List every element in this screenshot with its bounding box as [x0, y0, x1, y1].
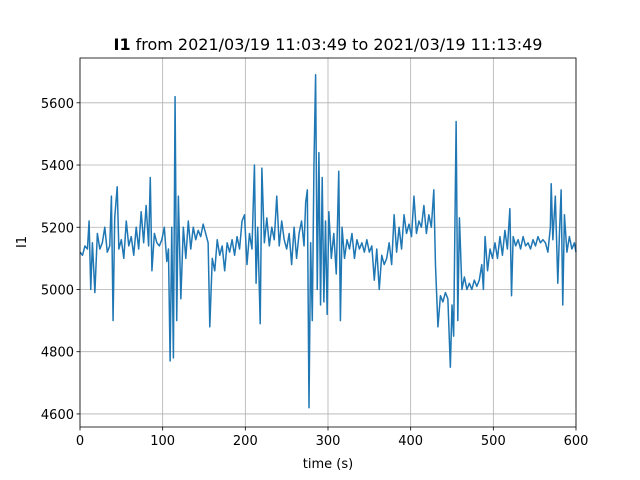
ticks: 0 100 200 300 400 500 600 4600 4800 5000 5200 5400 5…	[41, 97, 589, 449]
x-axis-label: time (s)	[303, 457, 353, 472]
title-range: from 2021/03/19 11:03:49 to 2021/03/19 1…	[136, 35, 543, 54]
x-tick-label: 200	[233, 434, 258, 449]
x-tick-label: 300	[316, 434, 341, 449]
title-signal: I1	[114, 35, 131, 54]
y-tick-label: 4600	[41, 408, 74, 423]
y-tick-label: 4800	[41, 346, 74, 361]
y-axis-label: I1	[15, 236, 30, 248]
x-tick-label: 0	[76, 434, 84, 449]
x-tick-label: 600	[564, 434, 589, 449]
y-tick-label: 5400	[41, 159, 74, 174]
chart-title: I1 from 2021/03/19 11:03:49 to 2021/03/19…	[114, 35, 543, 54]
x-tick-label: 100	[150, 434, 175, 449]
data-line	[79, 74, 577, 409]
y-tick-label: 5200	[41, 221, 74, 236]
x-tick-label: 400	[398, 434, 423, 449]
x-tick-label: 500	[481, 434, 506, 449]
plot-area	[79, 74, 577, 409]
y-tick-label: 5600	[41, 97, 74, 112]
y-tick-label: 5000	[41, 283, 74, 298]
